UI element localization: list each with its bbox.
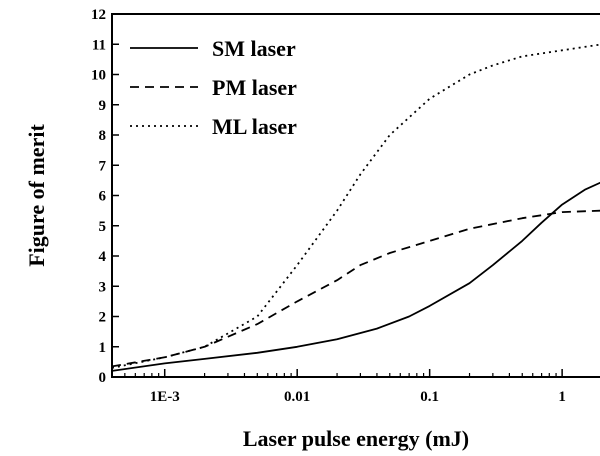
series-line-pm-laser — [112, 209, 600, 368]
y-tick-label: 0 — [99, 370, 107, 386]
y-tick-label: 6 — [99, 189, 107, 205]
plot-frame — [111, 13, 600, 378]
x-tick-label: 1E-3 — [150, 389, 180, 405]
legend-label: PM laser — [212, 75, 297, 100]
x-axis-title: Laser pulse energy (mJ) — [243, 426, 469, 451]
y-tick-label: 8 — [99, 128, 107, 144]
x-tick-label: 0.1 — [420, 389, 439, 405]
y-tick-label: 10 — [91, 68, 106, 84]
y-tick-label: 12 — [91, 7, 106, 23]
y-tick-label: 7 — [99, 158, 107, 174]
y-tick-label: 9 — [99, 98, 107, 114]
y-tick-label: 4 — [99, 249, 107, 265]
series-line-sm-laser — [112, 181, 600, 372]
x-tick-label: 1 — [558, 389, 566, 405]
y-tick-label: 1 — [99, 340, 107, 356]
y-tick-label: 2 — [99, 310, 107, 326]
y-tick-label: 5 — [99, 219, 107, 235]
series-line-ml-laser — [112, 43, 600, 369]
y-tick-label: 11 — [92, 37, 106, 53]
legend-label: ML laser — [212, 114, 297, 139]
legend-label: SM laser — [212, 36, 296, 61]
x-tick-label: 0.01 — [284, 389, 310, 405]
y-tick-label: 3 — [99, 279, 107, 295]
legend: SM laser PM laser ML laser — [130, 36, 297, 139]
series-layer — [112, 43, 600, 372]
y-axis-title: Figure of merit — [24, 124, 49, 267]
